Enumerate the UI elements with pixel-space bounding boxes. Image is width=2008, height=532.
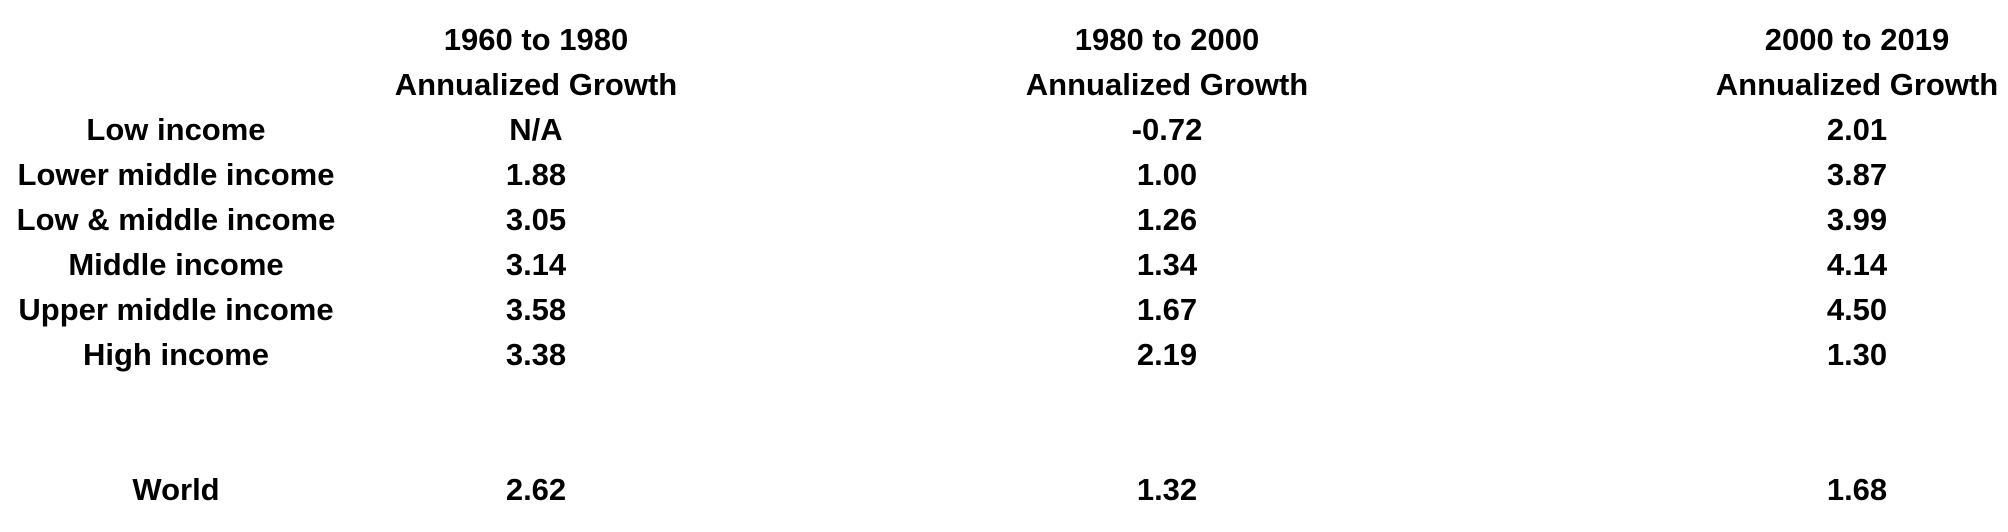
empty-cell [1697,422,2008,467]
empty-cell [1007,422,1327,467]
empty-cell [0,377,352,422]
value-cell: 3.14 [505,247,567,282]
value-cell: 3.05 [505,202,567,237]
value-cell: 3.38 [505,337,567,372]
empty-cell [0,422,352,467]
value-cell: 4.50 [1826,292,1888,327]
value-cell: 2.01 [1826,112,1888,147]
row-label-high-income: High income [82,337,269,372]
value-cell: 3.87 [1826,157,1888,192]
row-label-lower-middle-income: Lower middle income [17,157,335,192]
row-label-low-income: Low income [86,112,266,147]
column-period-header: 1980 to 2000 [1074,22,1260,57]
column-subtitle-header: Annualized Growth [1025,67,1309,102]
column-subtitle-header: Annualized Growth [394,67,678,102]
value-cell: 3.58 [505,292,567,327]
empty-cell [0,17,352,62]
value-cell: 1.00 [1136,157,1198,192]
value-cell: 1.67 [1136,292,1198,327]
value-cell: 1.26 [1136,202,1198,237]
empty-cell [0,62,352,107]
value-cell: N/A [509,112,563,147]
value-cell: 3.99 [1826,202,1888,237]
value-cell: 4.14 [1826,247,1888,282]
row-label-column: Low income Lower middle income Low & mid… [0,17,352,512]
empty-cell [376,377,696,422]
value-cell: -0.72 [1131,112,1203,147]
empty-cell [376,422,696,467]
empty-cell [1697,377,2008,422]
row-label-middle-income: Middle income [68,247,284,282]
column-1960-1980: 1960 to 1980 Annualized Growth N/A 1.88 … [376,17,696,512]
column-2000-2019: 2000 to 2019 Annualized Growth 2.01 3.87… [1697,17,2008,512]
value-cell: 1.32 [1136,472,1198,507]
value-cell: 1.88 [505,157,567,192]
column-subtitle-header: Annualized Growth [1715,67,1999,102]
column-period-header: 1960 to 1980 [443,22,629,57]
empty-cell [1007,377,1327,422]
value-cell: 1.34 [1136,247,1198,282]
value-cell: 2.62 [505,472,567,507]
column-period-header: 2000 to 2019 [1764,22,1950,57]
value-cell: 2.19 [1136,337,1198,372]
value-cell: 1.68 [1826,472,1888,507]
column-1980-2000: 1980 to 2000 Annualized Growth -0.72 1.0… [1007,17,1327,512]
value-cell: 1.30 [1826,337,1888,372]
row-label-low-and-middle-income: Low & middle income [16,202,336,237]
row-label-upper-middle-income: Upper middle income [18,292,334,327]
row-label-world: World [132,472,220,507]
